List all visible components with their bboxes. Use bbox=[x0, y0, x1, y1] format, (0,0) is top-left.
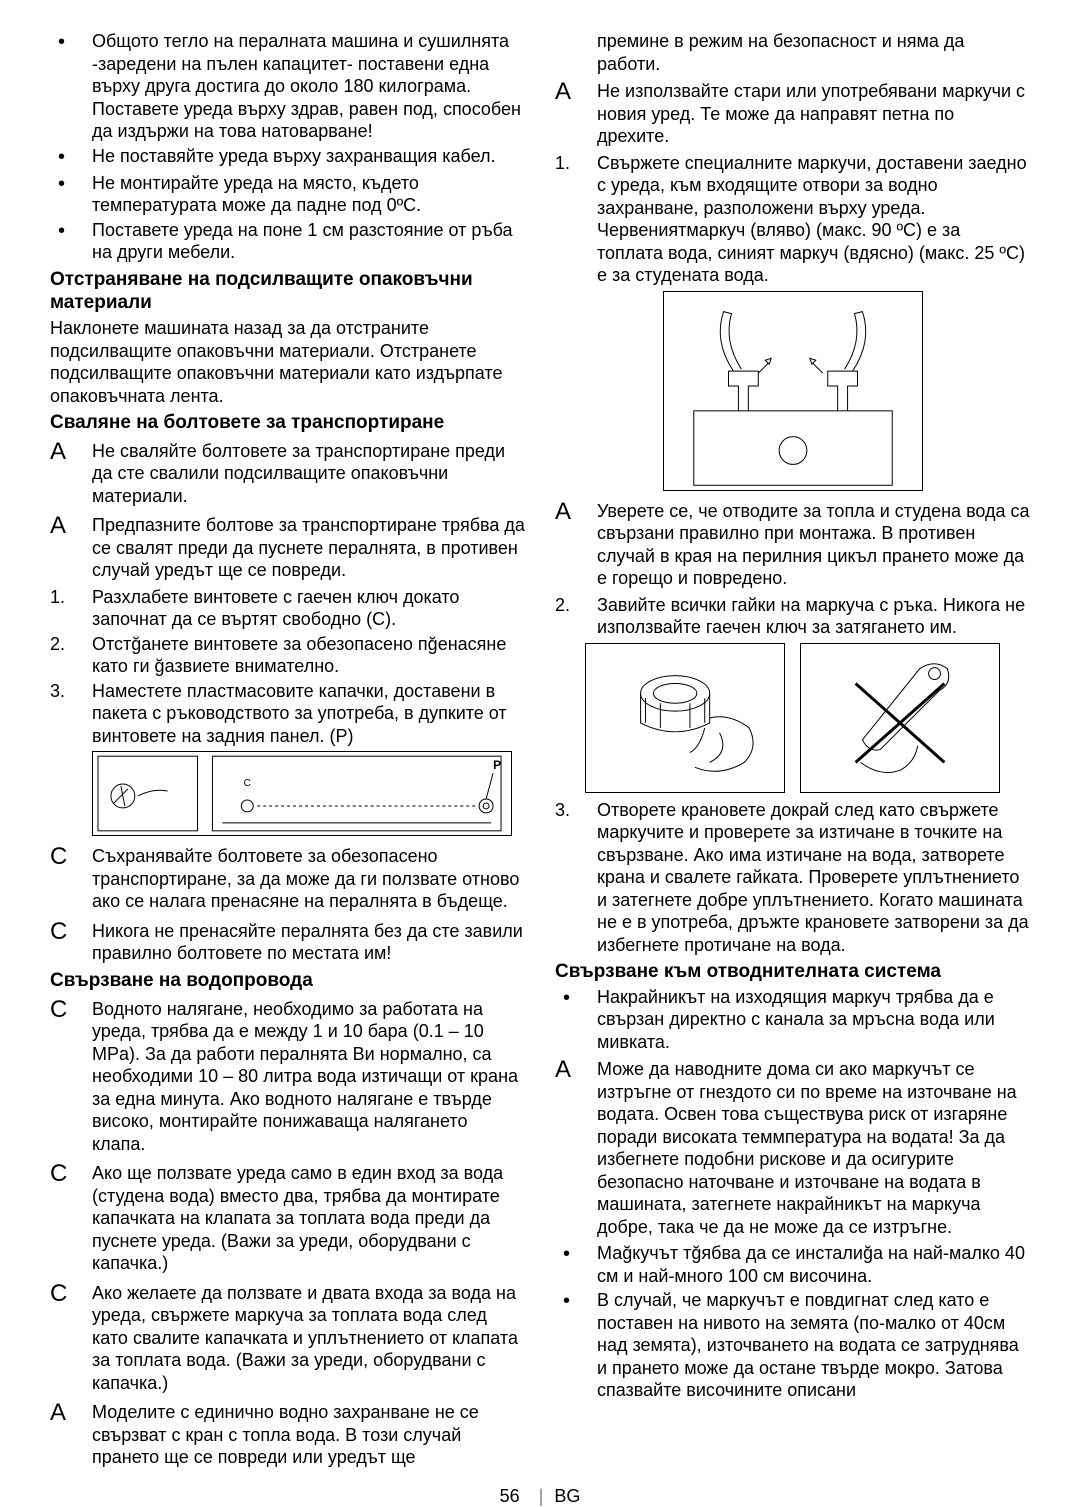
diagram-hand-tighten bbox=[578, 643, 1008, 793]
step-number: 1. bbox=[555, 152, 597, 287]
note-c-icon: C bbox=[50, 917, 92, 965]
warning-item: AПредпазните болтове за транспортиране т… bbox=[50, 511, 525, 582]
list-text: Накрайникът на изходящия маркуч трябва д… bbox=[597, 986, 1030, 1054]
note-item: CСъхранявайте болтовете за обезопасено т… bbox=[50, 842, 525, 913]
warning-item: AНе използвайте стари или употребявани м… bbox=[555, 77, 1030, 148]
step-item: 1.Разхлабете винтовете с гаечен ключ док… bbox=[50, 586, 525, 631]
bolts-diagram-svg: C P bbox=[93, 751, 511, 836]
bullet-list-weight: •Общото тегло на пералната машина и суши… bbox=[50, 30, 525, 264]
bullet-list-drain: •Накрайникът на изходящия маркуч трябва … bbox=[555, 986, 1030, 1054]
step-text: Свържете специалните маркучи, доставени … bbox=[597, 152, 1030, 287]
note-text: Съхранявайте болтовете за обезопасено тр… bbox=[92, 842, 525, 913]
list-text: Поставете уреда на поне 1 см разстояние … bbox=[92, 219, 525, 264]
right-column: премине в режим на безопасност и няма да… bbox=[555, 30, 1030, 1473]
step-number: 1. bbox=[50, 586, 92, 631]
warning-item: AНе сваляйте болтовете за транспортиране… bbox=[50, 437, 525, 508]
warning-a-icon: A bbox=[50, 1398, 92, 1469]
note-c-icon: C bbox=[50, 1279, 92, 1395]
note-text: Водното налягане, необходимо за работата… bbox=[92, 995, 525, 1156]
paragraph-continuation: премине в режим на безопасност и няма да… bbox=[555, 30, 1030, 75]
warning-a-icon: A bbox=[555, 77, 597, 148]
svg-text:P: P bbox=[493, 758, 501, 772]
note-c-icon: C bbox=[50, 1159, 92, 1275]
step-item: 3.Отворете крановете докрай след като св… bbox=[555, 799, 1030, 957]
diagram-water-inlets bbox=[663, 291, 923, 491]
bullet-icon: • bbox=[555, 1289, 597, 1402]
warning-text: Може да наводните дома си ако маркучът с… bbox=[597, 1055, 1030, 1238]
step-text: Отворете крановете докрай след като свър… bbox=[597, 799, 1030, 957]
list-text: Маğкучът тğябва да се инсталиğа на най-м… bbox=[597, 1242, 1030, 1287]
page-number: 56 bbox=[500, 1486, 520, 1506]
list-text: В случай, че маркучът е повдигнат след к… bbox=[597, 1289, 1030, 1402]
two-column-layout: •Общото тегло на пералната машина и суши… bbox=[50, 30, 1030, 1473]
list-item: •Накрайникът на изходящия маркуч трябва … bbox=[555, 986, 1030, 1054]
note-item: CАко желаете да ползвате и двата входа з… bbox=[50, 1279, 525, 1395]
list-text: Не монтирайте уреда на място, където тем… bbox=[92, 172, 525, 217]
water-inlet-svg bbox=[664, 291, 922, 491]
step-item: 2.Завийте всички гайки на маркуча с ръка… bbox=[555, 594, 1030, 639]
step-number: 2. bbox=[555, 594, 597, 639]
list-text: Не поставяйте уреда върху захранващия ка… bbox=[92, 145, 525, 170]
list-item: •Поставете уреда на поне 1 см разстояние… bbox=[50, 219, 525, 264]
warning-text: Уверете се, че отводите за топла и студе… bbox=[597, 497, 1030, 590]
heading-packaging: Отстраняване на подсилващите опаковъчни … bbox=[50, 268, 525, 316]
note-item: CВодното налягане, необходимо за работат… bbox=[50, 995, 525, 1156]
left-column: •Общото тегло на пералната машина и суши… bbox=[50, 30, 525, 1473]
note-c-icon: C bbox=[50, 842, 92, 913]
warning-item: AМоделите с единично водно захранване не… bbox=[50, 1398, 525, 1469]
note-item: CАко ще ползвате уреда само в един вход … bbox=[50, 1159, 525, 1275]
note-item: CНикога не пренасяйте пералнята без да с… bbox=[50, 917, 525, 965]
bullet-icon: • bbox=[50, 172, 92, 217]
diagram-bolts: C P bbox=[92, 751, 512, 836]
list-item: •Не поставяйте уреда върху захранващия к… bbox=[50, 145, 525, 170]
step-text: Завийте всички гайки на маркуча с ръка. … bbox=[597, 594, 1030, 639]
language-code: BG bbox=[554, 1486, 580, 1506]
warning-item: AУверете се, че отводите за топла и студ… bbox=[555, 497, 1030, 590]
warning-text: Не използвайте стари или употребявани ма… bbox=[597, 77, 1030, 148]
warning-text: Предпазните болтове за транспортиране тр… bbox=[92, 511, 525, 582]
footer-separator: | bbox=[539, 1486, 544, 1506]
list-item: •В случай, че маркучът е повдигнат след … bbox=[555, 1289, 1030, 1402]
bullet-icon: • bbox=[50, 145, 92, 170]
step-number: 2. bbox=[50, 633, 92, 678]
note-text: Никога не пренасяйте пералнята без да ст… bbox=[92, 917, 525, 965]
list-item: •Общото тегло на пералната машина и суши… bbox=[50, 30, 525, 143]
bullet-icon: • bbox=[555, 986, 597, 1054]
warning-a-icon: A bbox=[555, 497, 597, 590]
step-text: Наместете пластмасовите капачки, доставе… bbox=[92, 680, 525, 748]
warning-item: AМоже да наводните дома си ако маркучът … bbox=[555, 1055, 1030, 1238]
note-c-icon: C bbox=[50, 995, 92, 1156]
bullet-icon: • bbox=[50, 30, 92, 143]
step-item: 2.Отстğанете винтовете за обезопасено пğ… bbox=[50, 633, 525, 678]
paragraph: Наклонете машината назад за да отстранит… bbox=[50, 317, 525, 407]
bullet-list-drain-2: •Маğкучът тğябва да се инсталиğа на най-… bbox=[555, 1242, 1030, 1402]
warning-a-icon: A bbox=[50, 437, 92, 508]
note-text: Ако желаете да ползвате и двата входа за… bbox=[92, 1279, 525, 1395]
warning-a-icon: A bbox=[555, 1055, 597, 1238]
heading-transport-bolts: Сваляне на болтовете за транспортиране bbox=[50, 411, 525, 435]
step-number: 3. bbox=[555, 799, 597, 957]
bullet-icon: • bbox=[50, 219, 92, 264]
step-number: 3. bbox=[50, 680, 92, 748]
heading-drain-connection: Свързване към отводнителната система bbox=[555, 960, 1030, 984]
step-item: 1.Свържете специалните маркучи, доставен… bbox=[555, 152, 1030, 287]
warning-text: Не сваляйте болтовете за транспортиране … bbox=[92, 437, 525, 508]
svg-text:C: C bbox=[244, 778, 251, 789]
step-text: Разхлабете винтовете с гаечен ключ докат… bbox=[92, 586, 525, 631]
note-text: Ако ще ползвате уреда само в един вход з… bbox=[92, 1159, 525, 1275]
heading-water-connection: Свързване на водопровода bbox=[50, 969, 525, 993]
hand-nut-svg bbox=[585, 643, 785, 793]
list-item: •Маğкучът тğябва да се инсталиğа на най-… bbox=[555, 1242, 1030, 1287]
warning-a-icon: A bbox=[50, 511, 92, 582]
list-item: •Не монтирайте уреда на място, където те… bbox=[50, 172, 525, 217]
step-text: Отстğанете винтовете за обезопасено пğен… bbox=[92, 633, 525, 678]
step-item: 3.Наместете пластмасовите капачки, доста… bbox=[50, 680, 525, 748]
wrench-cross-svg bbox=[800, 643, 1000, 793]
bullet-icon: • bbox=[555, 1242, 597, 1287]
list-text: Общото тегло на пералната машина и сушил… bbox=[92, 30, 525, 143]
warning-text: Моделите с единично водно захранване не … bbox=[92, 1398, 525, 1469]
page-footer: 56 | BG bbox=[50, 1485, 1030, 1507]
